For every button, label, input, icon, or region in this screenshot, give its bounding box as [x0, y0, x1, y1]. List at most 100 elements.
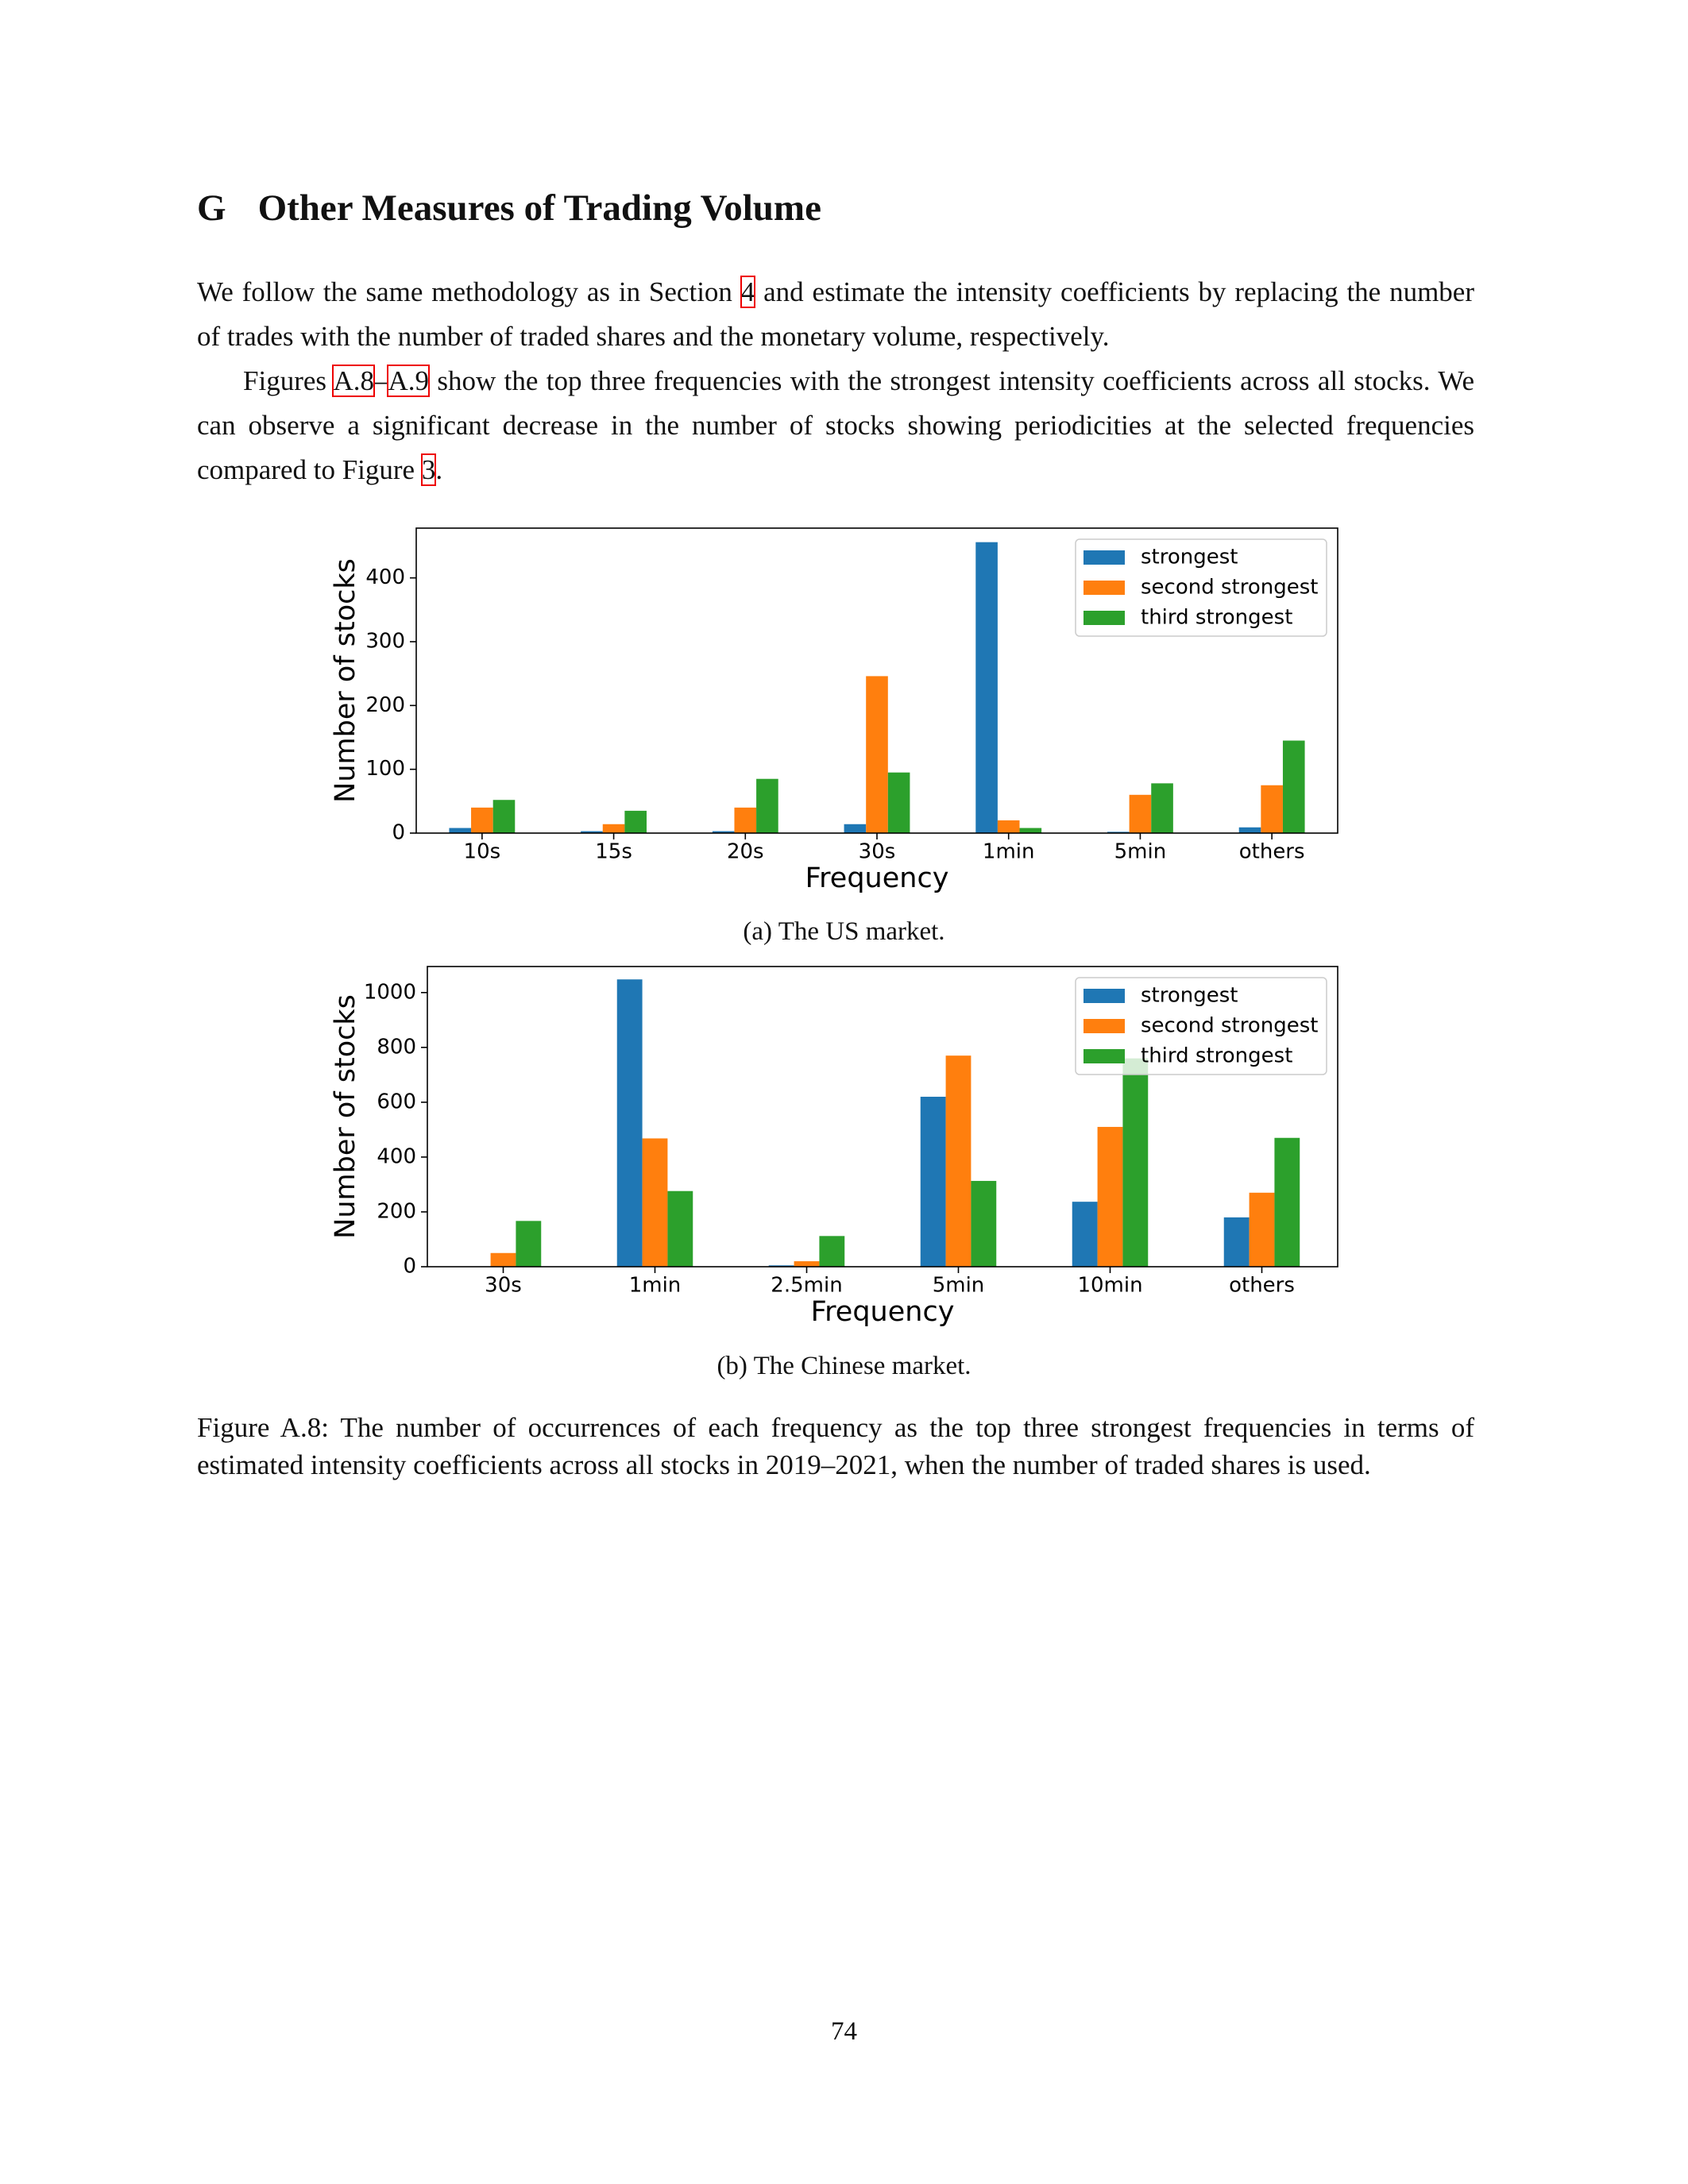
legend-box: [1075, 538, 1327, 637]
bar: [1072, 1202, 1098, 1267]
text: –: [373, 365, 388, 396]
x-tick-label: 5min: [933, 1274, 985, 1298]
bar: [616, 979, 643, 1267]
section-number: G: [197, 187, 226, 229]
bar: [1019, 828, 1042, 833]
legend-label: strongest: [1141, 984, 1238, 1008]
text: Figures: [243, 365, 334, 396]
legend-swatch: [1083, 611, 1125, 625]
bar: [1238, 827, 1261, 833]
x-tick-label: 2.5min: [771, 1274, 842, 1298]
reference-link[interactable]: 4: [740, 276, 756, 308]
legend-label: third strongest: [1141, 1044, 1292, 1068]
x-tick-label: 15s: [595, 840, 632, 864]
legend-label: third strongest: [1141, 606, 1292, 630]
x-tick-label: others: [1239, 840, 1305, 864]
bar: [449, 828, 472, 833]
bar: [1282, 740, 1305, 833]
bar: [471, 807, 493, 833]
x-tick-label: others: [1229, 1274, 1295, 1298]
bar: [581, 831, 603, 833]
bar: [997, 820, 1020, 833]
x-tick-label: 1min: [983, 840, 1035, 864]
legend-swatch: [1083, 1019, 1125, 1033]
bar: [794, 1261, 820, 1267]
bar: [492, 800, 516, 833]
reference-link[interactable]: A.8: [332, 365, 375, 397]
legend-swatch: [1083, 550, 1125, 565]
x-tick-label: 10s: [464, 840, 501, 864]
text: We follow the same methodology as in Sec…: [197, 276, 741, 307]
y-tick-label: 0: [392, 821, 405, 845]
x-tick-label: 20s: [727, 840, 764, 864]
y-tick-label: 300: [365, 629, 405, 653]
y-tick-label: 0: [403, 1255, 416, 1279]
legend-swatch: [1083, 989, 1125, 1003]
y-axis-label: Number of stocks: [330, 994, 361, 1239]
bar: [945, 1055, 971, 1267]
x-tick-label: 30s: [485, 1274, 522, 1298]
bar: [975, 542, 998, 833]
subcaption: (b) The Chinese market.: [717, 1352, 971, 1380]
bar: [1249, 1192, 1275, 1267]
axes-frame: [427, 966, 1338, 1268]
text: and estimate the intensity coefficients …: [197, 276, 1474, 352]
bar: [624, 810, 647, 833]
bar: [756, 778, 778, 833]
legend-swatch: [1083, 1049, 1125, 1063]
x-tick-label: 5min: [1114, 840, 1167, 864]
legend-label: strongest: [1141, 546, 1238, 569]
bar: [768, 1265, 794, 1267]
bar: [1151, 783, 1173, 833]
body-text: We follow the same methodology as in Sec…: [197, 270, 1474, 492]
y-tick-label: 800: [377, 1035, 416, 1059]
y-tick-label: 400: [365, 565, 405, 589]
bar: [971, 1180, 997, 1267]
legend-label: second strongest: [1141, 576, 1318, 600]
y-axis-label: Number of stocks: [330, 558, 361, 803]
y-tick-label: 600: [377, 1090, 416, 1113]
bar: [819, 1236, 845, 1267]
bar: [1274, 1137, 1300, 1267]
bar: [712, 831, 735, 833]
x-tick-label: 30s: [859, 840, 896, 864]
bar: [516, 1221, 542, 1267]
bar: [1261, 785, 1283, 833]
y-tick-label: 400: [377, 1144, 416, 1168]
legend-label: second strongest: [1141, 1014, 1318, 1038]
bar: [642, 1138, 668, 1267]
y-tick-label: 200: [377, 1199, 416, 1223]
bar: [1097, 1126, 1123, 1267]
x-tick-label: 1min: [629, 1274, 682, 1298]
legend-swatch: [1083, 581, 1125, 595]
bar: [1129, 794, 1152, 833]
reference-link[interactable]: A.9: [387, 365, 430, 397]
bar: [844, 824, 867, 833]
x-tick-label: 10min: [1077, 1274, 1142, 1298]
paragraph: Figures A.8–A.9 show the top three frequ…: [197, 359, 1474, 492]
bar: [602, 824, 625, 833]
subcaption: (a) The US market.: [743, 917, 945, 946]
section-title: Other Measures of Trading Volume: [257, 187, 821, 229]
y-tick-label: 1000: [364, 980, 416, 1004]
bar: [887, 772, 910, 833]
text: .: [435, 454, 443, 485]
bar: [734, 807, 757, 833]
page-number: 74: [831, 2017, 857, 2046]
reference-link[interactable]: 3: [420, 453, 437, 486]
y-tick-label: 100: [365, 757, 405, 781]
bar: [866, 676, 888, 833]
paragraph: We follow the same methodology as in Sec…: [197, 270, 1474, 359]
section-heading: G Other Measures of Trading Volume: [197, 187, 853, 230]
bar: [667, 1190, 693, 1267]
bar: [1122, 1058, 1149, 1267]
x-axis-label: Frequency: [811, 1296, 955, 1328]
bar: [1223, 1217, 1250, 1267]
bar: [1107, 832, 1130, 833]
y-tick-label: 200: [365, 693, 405, 717]
figure-caption: Figure A.8: The number of occurrences of…: [197, 1412, 1474, 1480]
x-axis-label: Frequency: [805, 862, 949, 894]
bar: [490, 1252, 516, 1267]
